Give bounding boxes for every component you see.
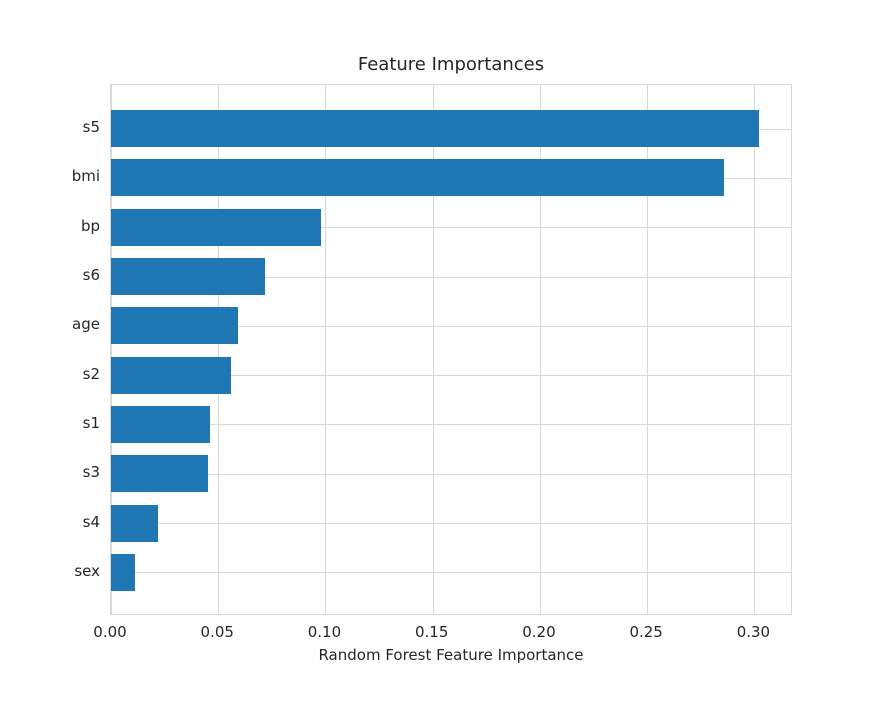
y-tick-label-sex: sex bbox=[74, 561, 100, 580]
y-gridline bbox=[111, 276, 791, 278]
y-tick-label-age: age bbox=[72, 315, 100, 334]
x-tick-label-0.25: 0.25 bbox=[629, 623, 663, 641]
y-gridline bbox=[111, 523, 791, 525]
chart-title: Feature Importances bbox=[357, 54, 545, 75]
bar-s6 bbox=[111, 258, 266, 296]
x-tick-label-0.15: 0.15 bbox=[414, 623, 449, 641]
y-tick-label-s1: s1 bbox=[82, 413, 100, 432]
bar-bp bbox=[111, 208, 322, 246]
bar-age bbox=[111, 307, 238, 345]
bar-bmi bbox=[111, 159, 725, 197]
bar-s4 bbox=[111, 504, 159, 542]
x-tick-label-0.20: 0.20 bbox=[522, 623, 556, 641]
x-tick-label-0.30: 0.30 bbox=[736, 623, 771, 641]
bar-s2 bbox=[111, 356, 232, 394]
bar-s3 bbox=[111, 455, 208, 493]
bar-sex bbox=[111, 553, 135, 591]
y-gridline bbox=[111, 424, 791, 426]
plot-area bbox=[110, 84, 792, 615]
x-gridline bbox=[325, 85, 327, 614]
x-gridline bbox=[754, 85, 756, 614]
x-gridline bbox=[218, 85, 220, 614]
y-gridline bbox=[111, 375, 791, 377]
y-tick-label-s5: s5 bbox=[82, 118, 100, 137]
y-tick-label-bp: bp bbox=[80, 216, 100, 235]
y-gridline bbox=[111, 325, 791, 327]
bar-s5 bbox=[111, 110, 759, 148]
x-gridline bbox=[432, 85, 434, 614]
y-tick-label-s2: s2 bbox=[82, 364, 100, 383]
y-gridline bbox=[111, 572, 791, 574]
y-tick-label-s3: s3 bbox=[82, 463, 100, 482]
y-gridline bbox=[111, 473, 791, 475]
y-gridline bbox=[111, 227, 791, 229]
y-tick-label-s6: s6 bbox=[82, 266, 100, 285]
x-gridline bbox=[539, 85, 541, 614]
x-gridline bbox=[647, 85, 649, 614]
x-axis-label: Random Forest Feature Importance bbox=[318, 646, 584, 664]
y-tick-label-bmi: bmi bbox=[71, 167, 100, 186]
x-gridline bbox=[111, 85, 112, 614]
x-tick-label-0.10: 0.10 bbox=[307, 623, 342, 641]
y-tick-label-s4: s4 bbox=[82, 512, 100, 531]
x-tick-label-0.05: 0.05 bbox=[200, 623, 234, 641]
bar-s1 bbox=[111, 405, 210, 443]
x-tick-label-0.00: 0.00 bbox=[93, 623, 127, 641]
